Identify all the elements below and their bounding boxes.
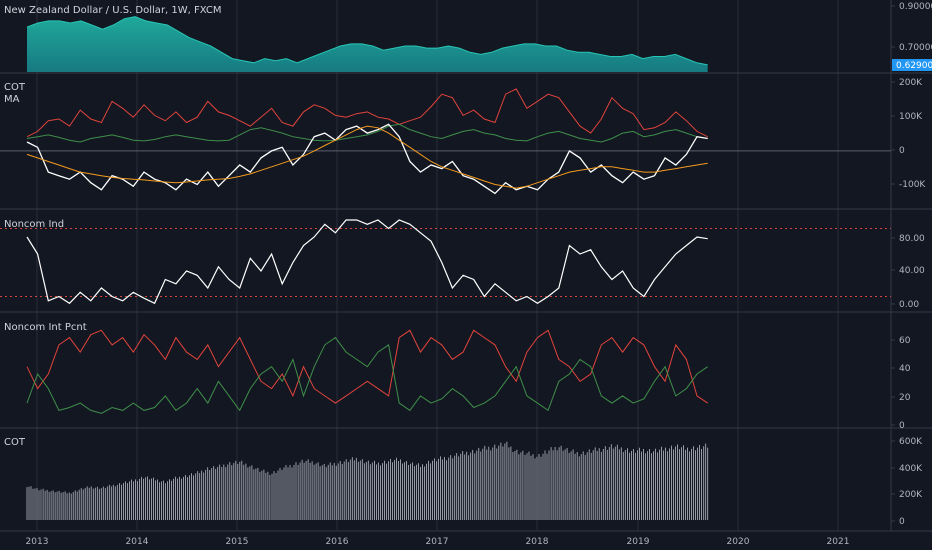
- symbol-title: New Zealand Dollar / U.S. Dollar, 1W, FX…: [4, 5, 222, 16]
- price-axis-tick-label: 0.00: [899, 300, 919, 310]
- price-axis-tick-label: 40.00: [899, 266, 925, 276]
- price-axis-tick-label: 200K: [899, 78, 923, 88]
- pcnt-long-line: [26, 329, 708, 404]
- cot-volume-label: COT: [4, 437, 26, 448]
- price-axis-tick-label: 100K: [899, 112, 923, 122]
- time-axis-label-2015: 2015: [226, 537, 249, 547]
- time-axis-label-2014: 2014: [126, 537, 149, 547]
- price-axis-tick-label: 60: [899, 336, 911, 346]
- cot-volume-bars: [26, 441, 709, 520]
- cot-noncom-line: [26, 88, 708, 138]
- noncom-ind-line: [26, 219, 708, 305]
- price-axis-tick-label: 0.70000: [899, 43, 932, 53]
- price-axis-tick-label: 0: [899, 421, 905, 431]
- last-price-badge: [892, 59, 932, 71]
- chart-panes: [0, 16, 891, 520]
- time-axis-label-2016: 2016: [326, 537, 349, 547]
- time-axis-label-2020: 2020: [727, 537, 750, 547]
- cot-ma-line: [26, 125, 708, 189]
- time-axis-label-2021: 2021: [827, 537, 850, 547]
- cot-net-line: [26, 123, 708, 195]
- time-axis-label-2017: 2017: [426, 537, 449, 547]
- time-axis-label-2013: 2013: [26, 537, 49, 547]
- price-axis-tick-label: 0: [899, 146, 905, 156]
- price-axis-tick-label: -100K: [899, 180, 926, 190]
- price-line: [26, 16, 708, 66]
- price-axis-tick-label: 400K: [899, 464, 923, 474]
- price-axis-tick-label: 40: [899, 364, 911, 374]
- cot-pane-label: COT: [4, 82, 26, 93]
- price-axis-tick-label: 80.00: [899, 234, 925, 244]
- time-axis-label-2018: 2018: [526, 537, 549, 547]
- price-area: [26, 16, 708, 72]
- time-axis-label-2019: 2019: [627, 537, 650, 547]
- price-axis-tick-label: 0: [899, 517, 905, 527]
- noncom-int-pcnt-label: Noncom Int Pcnt: [4, 322, 87, 333]
- price-axis-tick-label: 600K: [899, 437, 923, 447]
- ma-pane-label: MA: [4, 94, 20, 105]
- last-price-value: 0.62900: [896, 61, 932, 71]
- time-axis[interactable]: 2013 2014 2015 2016 2017 2018 2019 2020 2021: [26, 537, 850, 547]
- price-axis-tick-label: 20: [899, 393, 911, 403]
- cot-comm-line: [26, 123, 708, 143]
- pcnt-short-line: [26, 336, 708, 414]
- price-axis-tick-label: 200K: [899, 490, 923, 500]
- noncom-ind-label: Noncom Ind: [4, 219, 64, 230]
